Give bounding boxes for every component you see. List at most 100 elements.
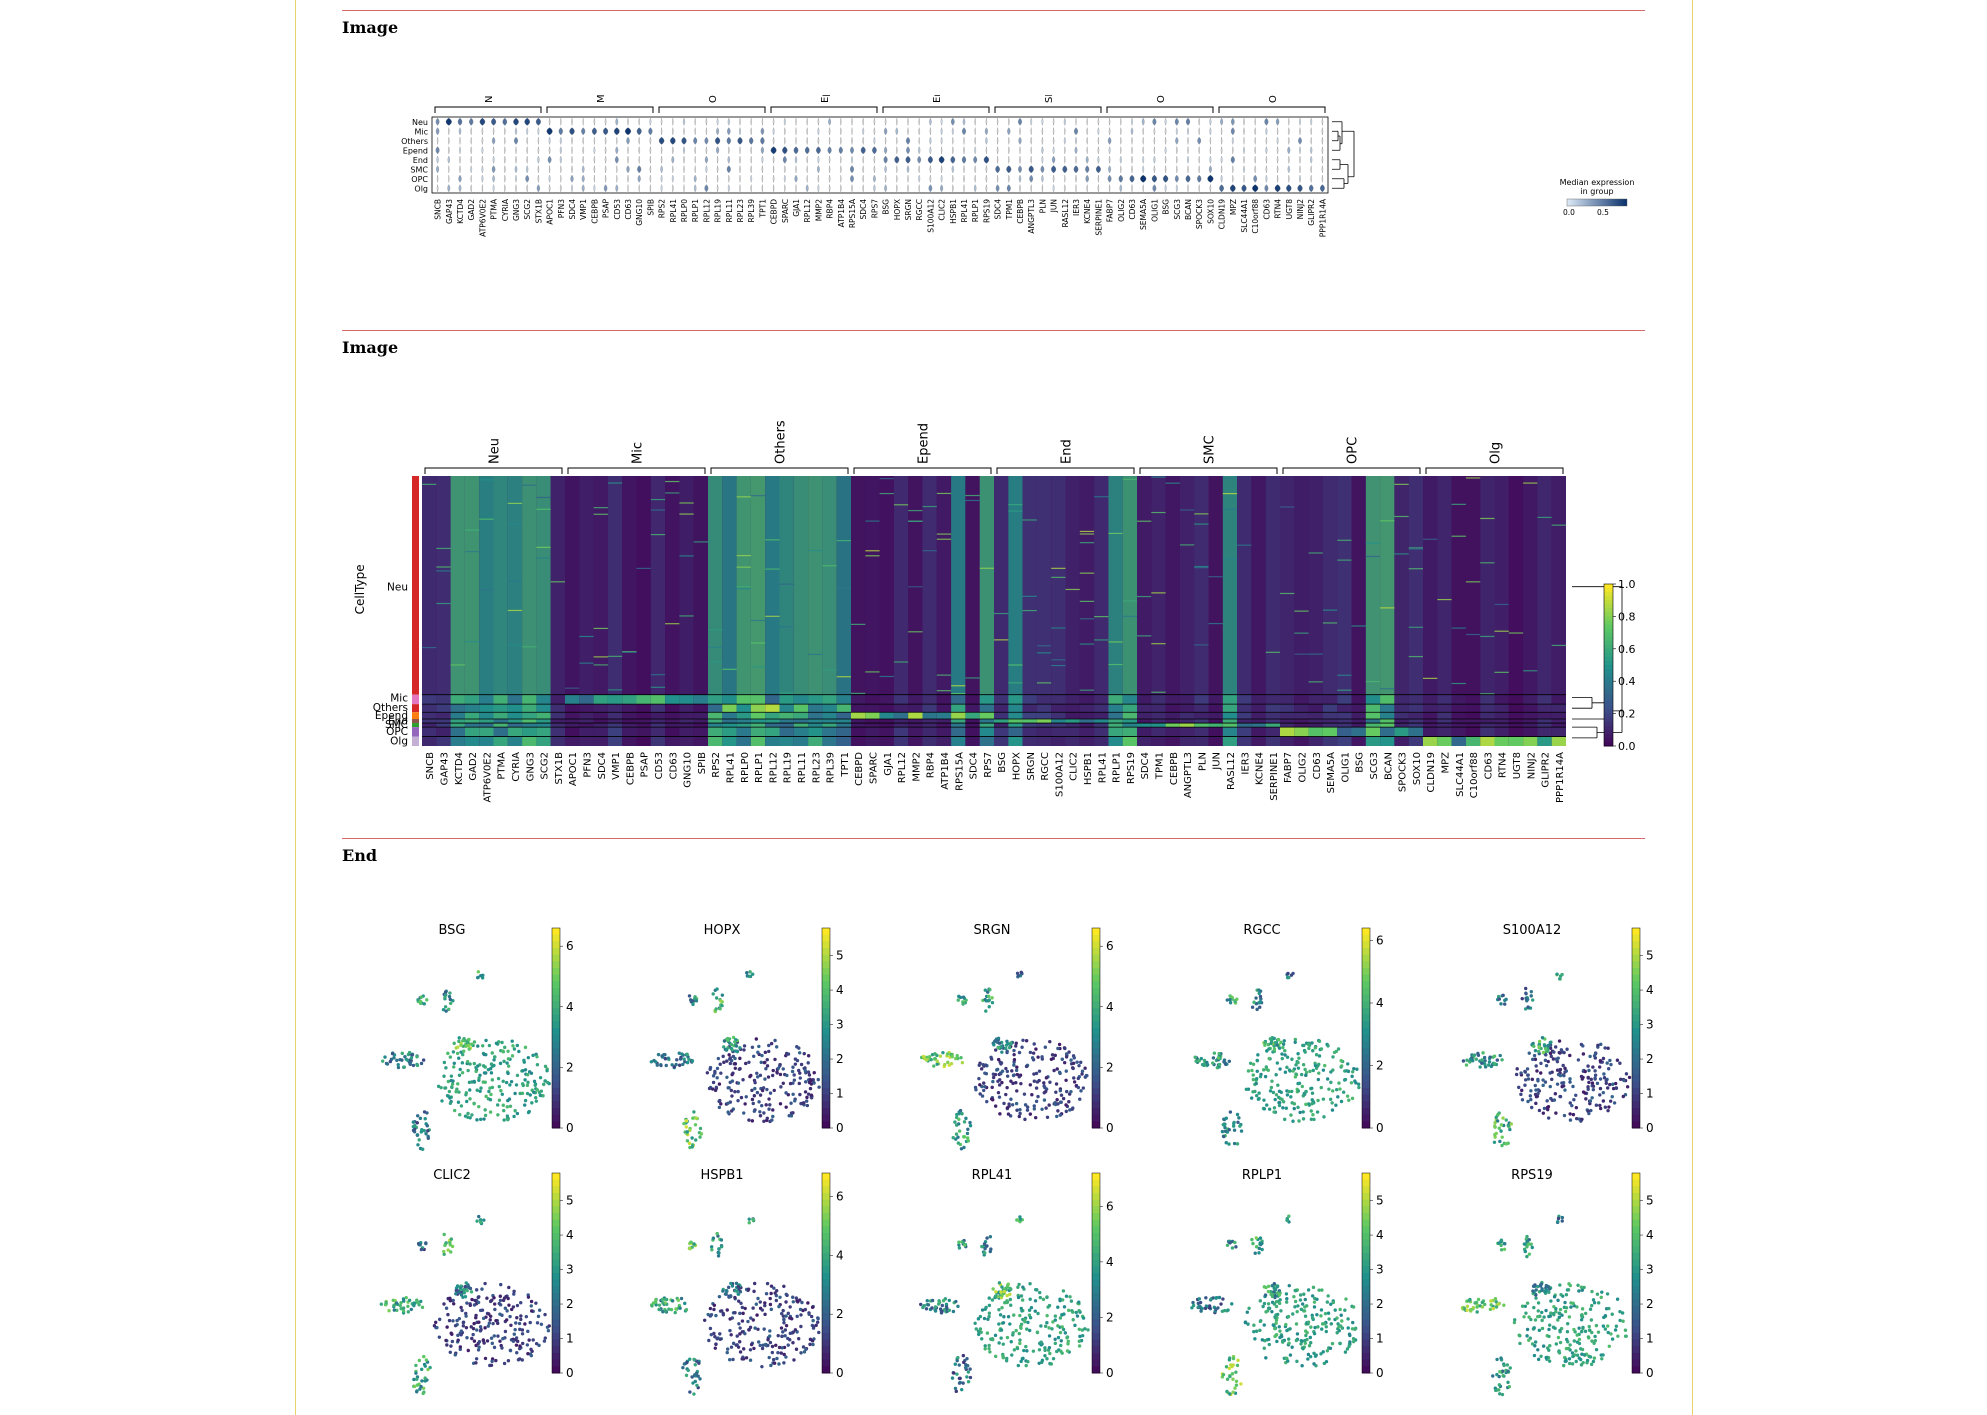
umap-point bbox=[487, 1089, 491, 1094]
violin bbox=[985, 184, 988, 193]
gene-tick-label: KCNE4 bbox=[1083, 199, 1092, 224]
umap-point bbox=[1235, 1142, 1240, 1146]
umap-point bbox=[1017, 1114, 1022, 1119]
violin bbox=[448, 136, 450, 145]
umap-point bbox=[747, 1118, 751, 1122]
heatmap-cell-block bbox=[450, 704, 465, 713]
umap-point bbox=[451, 1298, 455, 1303]
heatmap-cell-block bbox=[908, 712, 923, 719]
group-bracket bbox=[1218, 106, 1326, 113]
violin bbox=[793, 146, 799, 155]
umap-point bbox=[1030, 1056, 1035, 1060]
umap-point bbox=[652, 1058, 656, 1063]
umap-point bbox=[945, 1052, 950, 1056]
violin bbox=[1321, 117, 1324, 126]
umap-point bbox=[698, 1135, 702, 1139]
umap-point bbox=[1032, 1104, 1036, 1108]
umap-point bbox=[1317, 1054, 1322, 1058]
umap-point bbox=[1274, 1073, 1278, 1077]
umap-point bbox=[968, 1375, 973, 1380]
violin bbox=[1107, 174, 1112, 183]
umap-point bbox=[742, 1048, 746, 1052]
umap-point bbox=[1077, 1327, 1081, 1331]
umap-point bbox=[1254, 1081, 1258, 1086]
umap-point bbox=[681, 1062, 685, 1067]
colorbar-frame bbox=[821, 927, 831, 1129]
umap-point bbox=[982, 1316, 987, 1321]
umap-point bbox=[980, 1308, 985, 1312]
umap-point bbox=[1563, 1088, 1567, 1092]
umap-point bbox=[1329, 1080, 1333, 1085]
umap-point bbox=[1067, 1099, 1071, 1104]
umap-panel-title: HOPX bbox=[704, 923, 741, 938]
umap-point bbox=[380, 1059, 385, 1063]
violin bbox=[626, 165, 630, 174]
umap-point bbox=[1509, 1122, 1513, 1126]
umap-point bbox=[779, 1085, 783, 1089]
umap-point bbox=[503, 1045, 507, 1050]
umap-point bbox=[687, 1246, 692, 1251]
violin bbox=[828, 174, 831, 183]
umap-point bbox=[1588, 1101, 1592, 1106]
umap-point bbox=[1340, 1319, 1344, 1323]
heatmap-cell-block bbox=[1094, 704, 1109, 713]
umap-point bbox=[418, 1116, 423, 1121]
heatmap-cell-block bbox=[708, 723, 723, 728]
umap-point bbox=[974, 1327, 979, 1331]
violin bbox=[671, 127, 674, 136]
umap-point bbox=[662, 1052, 666, 1057]
heatmap-cell-block bbox=[622, 736, 637, 746]
colorbar-segment bbox=[1604, 656, 1613, 662]
violin bbox=[1108, 165, 1112, 174]
heatmap-cell-block bbox=[708, 727, 723, 737]
umap-point bbox=[1227, 1127, 1231, 1132]
umap-point bbox=[711, 1080, 716, 1085]
heatmap-cell-block bbox=[1465, 723, 1481, 728]
colorbar-segment bbox=[822, 1001, 830, 1009]
umap-point bbox=[1301, 1117, 1306, 1121]
heatmap-cell-block bbox=[1094, 476, 1109, 695]
umap-point bbox=[1256, 1097, 1261, 1101]
heatmap-streak bbox=[1351, 625, 1366, 627]
heatmap-streak bbox=[1137, 635, 1152, 637]
violin bbox=[683, 155, 685, 164]
violin bbox=[1253, 174, 1258, 183]
umap-point bbox=[957, 1243, 961, 1247]
heatmap-cell-block bbox=[1308, 727, 1323, 737]
heatmap-streak bbox=[1265, 651, 1280, 653]
umap-point bbox=[1316, 1077, 1321, 1082]
umap-point bbox=[1549, 1096, 1553, 1101]
heatmap-cell-block bbox=[951, 694, 966, 705]
colorbar-segment bbox=[1092, 968, 1100, 976]
heatmap-cell-block bbox=[550, 476, 565, 695]
gene-tick-label: RASL12 bbox=[1226, 752, 1237, 790]
violin bbox=[828, 184, 831, 193]
violin bbox=[1153, 155, 1156, 164]
umap-point bbox=[1032, 1079, 1037, 1083]
gene-tick-label: JUN bbox=[1212, 752, 1223, 771]
heatmap-streak bbox=[965, 499, 980, 502]
heatmap-cell-block bbox=[765, 694, 780, 705]
colorbar-segment bbox=[1362, 1108, 1370, 1116]
violin bbox=[548, 146, 551, 155]
violin bbox=[660, 145, 663, 155]
heatmap-cell-block bbox=[1051, 704, 1066, 713]
umap-point bbox=[515, 1111, 520, 1116]
gene-tick-label: PSAP bbox=[640, 752, 651, 777]
umap-point bbox=[1301, 1062, 1306, 1067]
umap-point bbox=[457, 1039, 461, 1044]
heatmap-cell-block bbox=[1322, 723, 1338, 728]
colorbar-segment bbox=[1604, 669, 1613, 674]
violin bbox=[581, 184, 585, 193]
colorbar-segment bbox=[1604, 677, 1613, 682]
heatmap-cell-block bbox=[722, 694, 737, 705]
umap-point bbox=[762, 1327, 766, 1331]
colorbar-segment bbox=[1092, 1213, 1100, 1221]
heatmap-cell-block bbox=[1194, 712, 1209, 719]
gene-tick-label: SRGN bbox=[1026, 752, 1037, 781]
violin bbox=[604, 165, 607, 174]
colorbar-segment bbox=[1092, 1226, 1100, 1234]
violin bbox=[896, 146, 898, 155]
gene-tick-label: FABP7 bbox=[1106, 199, 1115, 222]
